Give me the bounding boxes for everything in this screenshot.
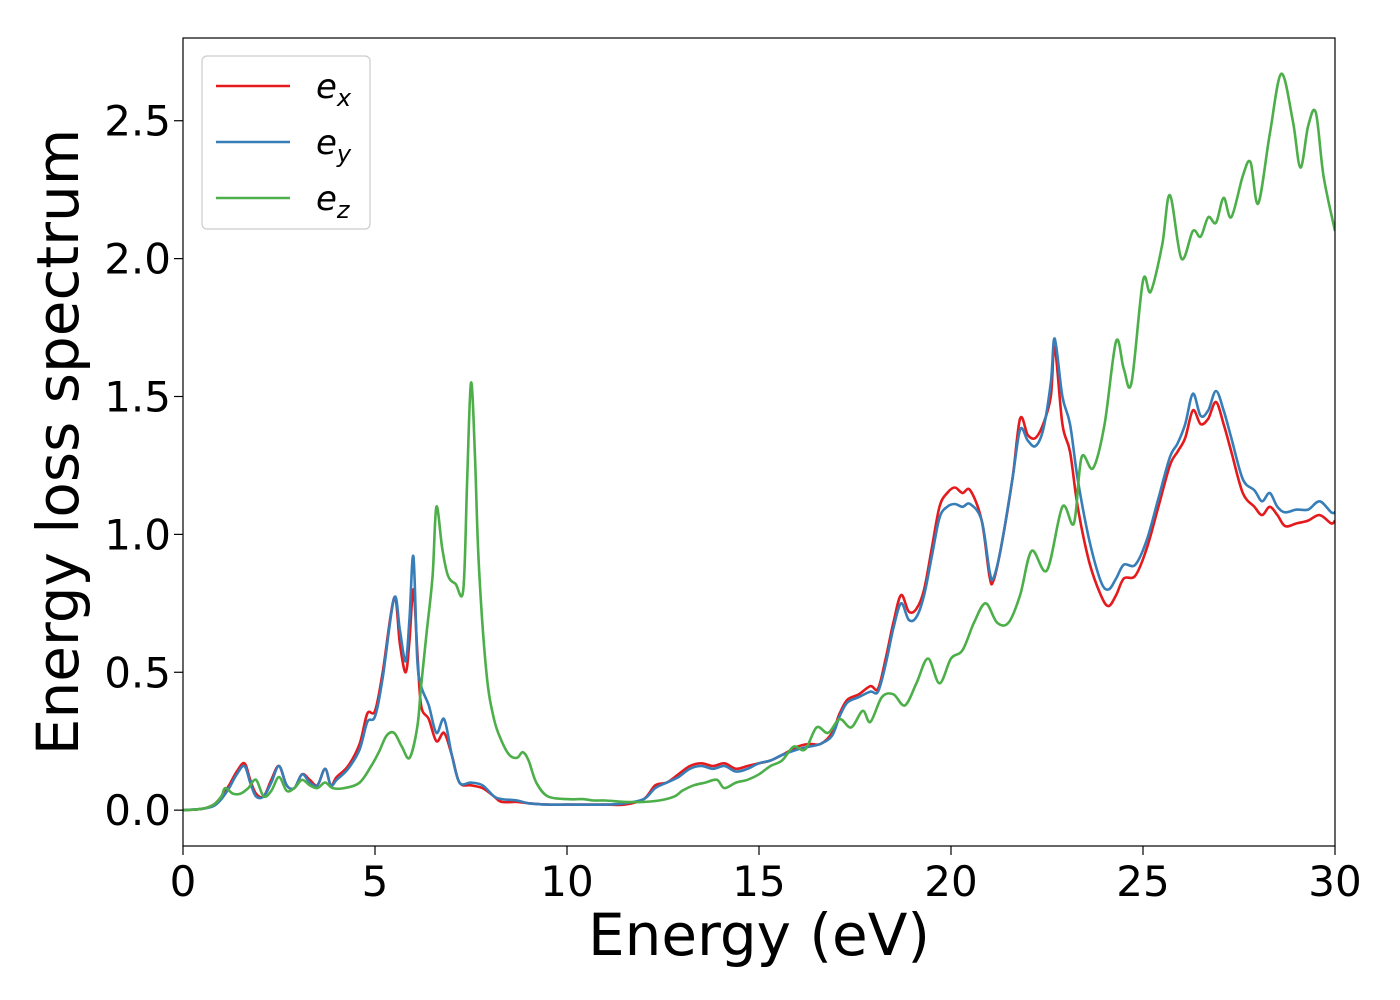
- x-tick-label: 5: [362, 857, 389, 906]
- legend-label-e-z: ez: [316, 179, 351, 224]
- legend: ex ey ez: [201, 55, 371, 230]
- y-tick-label: 0.5: [104, 648, 171, 697]
- legend-label-e-y: ey: [316, 123, 352, 168]
- y-tick-label: 0.0: [104, 786, 171, 835]
- x-tick-label: 10: [540, 857, 593, 906]
- x-tick-label: 30: [1308, 857, 1361, 906]
- y-tick-label: 1.0: [104, 510, 171, 559]
- y-axis-label: Energy loss spectrum: [24, 129, 92, 755]
- x-tick-label: 25: [1116, 857, 1169, 906]
- y-axis: 0.0 0.5 1.0 1.5 2.0 2.5: [104, 97, 183, 835]
- x-axis: 0 5 10 15 20 25 30: [170, 846, 1362, 906]
- legend-label-e-x: ex: [316, 67, 352, 112]
- x-tick-label: 0: [170, 857, 197, 906]
- series-lines: [183, 72, 1335, 812]
- x-tick-label: 20: [924, 857, 977, 906]
- x-axis-label: Energy (eV): [588, 901, 930, 969]
- series-line-e-z: [183, 72, 1335, 812]
- y-tick-label: 2.5: [104, 97, 171, 146]
- y-tick-label: 1.5: [104, 372, 171, 421]
- y-tick-label: 2.0: [104, 235, 171, 284]
- x-tick-label: 15: [732, 857, 785, 906]
